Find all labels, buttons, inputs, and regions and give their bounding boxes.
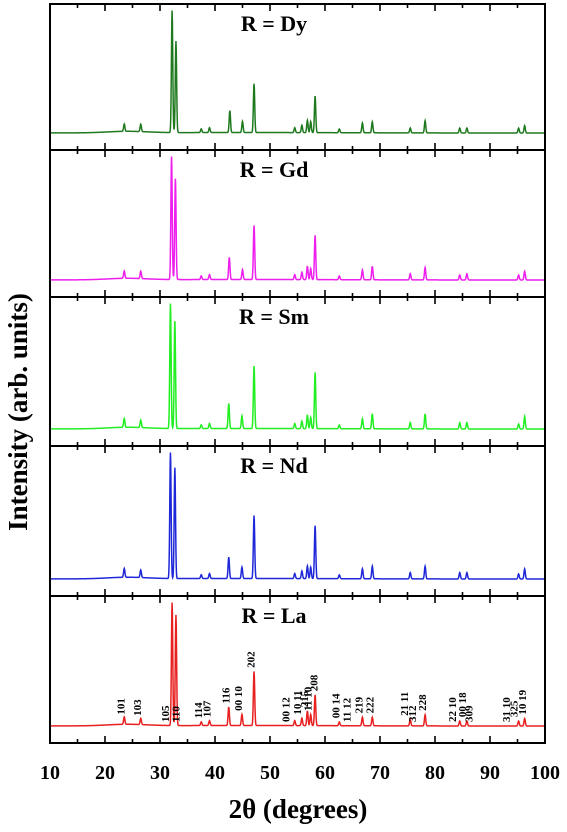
hkl-label: 116 — [220, 687, 232, 703]
hkl-label: 208 — [308, 674, 320, 691]
hkl-label: 107 — [202, 700, 214, 717]
x-axis-title: 2θ (degrees) — [229, 794, 368, 824]
hkl-label: 219 — [353, 696, 365, 713]
hkl-label: 114 — [193, 702, 205, 718]
hkl-label: 325 — [509, 700, 521, 717]
hkl-label: 00 10 — [233, 686, 245, 711]
x-tick-label: 60 — [315, 762, 335, 784]
hkl-label: 00 18 — [457, 692, 469, 717]
hkl-label: 21 11 — [399, 692, 411, 716]
panel-title-nd: R = Nd — [240, 453, 308, 478]
hkl-label: 202 — [246, 651, 258, 668]
hkl-label: 31 10 — [501, 697, 513, 722]
hkl-label: 00 12 — [280, 697, 292, 722]
x-tick-label: 10 — [40, 762, 60, 784]
hkl-label: 309 — [463, 705, 475, 722]
panel-title-la: R = La — [241, 603, 306, 628]
series-line-gd — [50, 156, 545, 281]
x-tick-label: 30 — [150, 762, 170, 784]
series-line-sm — [50, 303, 545, 431]
hkl-label: 00 14 — [330, 693, 342, 718]
hkl-label: 222 — [364, 696, 376, 713]
hkl-label: 103 — [132, 699, 144, 716]
hkl-label: 101 — [115, 698, 127, 715]
hkl-label: 10 11 — [292, 690, 304, 714]
series-line-nd — [50, 452, 545, 581]
hkl-label: 215 — [299, 690, 311, 707]
x-tick-label: 70 — [370, 762, 390, 784]
hkl-label: 312 — [407, 705, 419, 722]
x-tick-label: 100 — [530, 762, 560, 784]
hkl-label: 110 — [170, 706, 182, 722]
hkl-label: 228 — [417, 694, 429, 711]
panel-title-gd: R = Gd — [240, 157, 309, 182]
series-line-dy — [50, 10, 545, 134]
hkl-label: 105 — [160, 705, 172, 722]
panel-title-sm: R = Sm — [239, 304, 309, 329]
x-tick-label: 40 — [205, 762, 225, 784]
hkl-label: 10 19 — [517, 689, 529, 714]
y-axis-title: Intensity (arb. units) — [3, 293, 33, 531]
x-tick-label: 80 — [425, 762, 445, 784]
hkl-label: 11 12 — [341, 697, 353, 722]
x-tick-label: 20 — [95, 762, 115, 784]
series-line-la — [50, 602, 545, 727]
x-tick-label: 90 — [480, 762, 500, 784]
hkl-label: 11 10 — [302, 686, 314, 711]
x-tick-label: 50 — [260, 762, 280, 784]
panel-title-dy: R = Dy — [241, 11, 307, 36]
hkl-label: 22 10 — [447, 697, 459, 722]
